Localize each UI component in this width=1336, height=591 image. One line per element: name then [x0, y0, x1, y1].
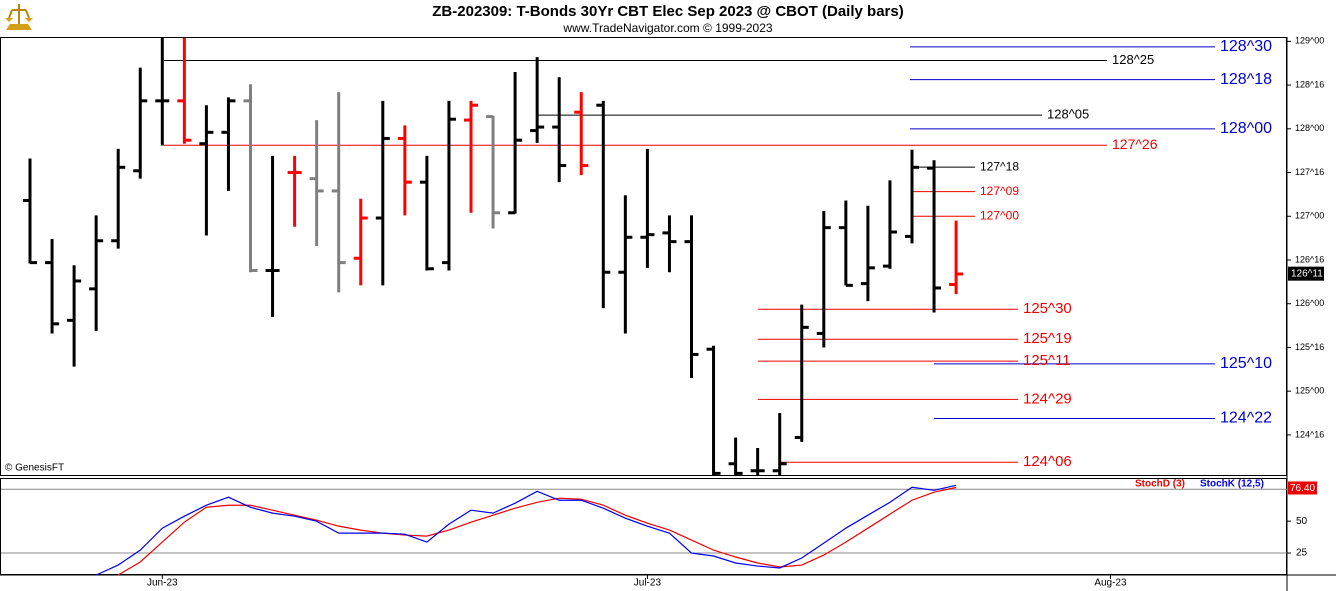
level-label: 127^00 — [980, 208, 1019, 222]
y-tick-label: 126^00 — [1295, 298, 1324, 308]
level-label: 125^19 — [1023, 330, 1072, 347]
y-tick-label: 128^16 — [1295, 79, 1324, 89]
level-label: 128^18 — [1220, 71, 1272, 88]
logo — [5, 4, 33, 30]
level-label: 125^10 — [1220, 355, 1272, 372]
last-price-label: 126^11 — [1291, 268, 1323, 279]
y-tick-label: 128^00 — [1295, 123, 1324, 133]
y-tick-label: 125^16 — [1295, 342, 1324, 352]
level-label: 128^05 — [1047, 107, 1089, 122]
level-label: 127^09 — [980, 184, 1019, 198]
y-tick-label: 126^16 — [1295, 254, 1324, 264]
level-label: 127^18 — [980, 159, 1019, 173]
y-tick-label: 124^16 — [1295, 429, 1324, 439]
y-tick-label: 125^00 — [1295, 386, 1324, 396]
level-label: 125^30 — [1023, 300, 1072, 317]
level-label: 127^26 — [1112, 136, 1158, 152]
y-tick-label: 25 — [1296, 548, 1308, 559]
level-label: 124^06 — [1023, 453, 1072, 470]
chart-title: ZB-202309: T-Bonds 30Yr CBT Elec Sep 202… — [432, 3, 903, 20]
x-tick-label: Jul-23 — [634, 578, 662, 589]
legend-entry: StochK (12,5) — [1200, 479, 1264, 490]
level-label: 128^30 — [1220, 38, 1272, 55]
y-tick-label: 127^00 — [1295, 211, 1324, 221]
legend-entry: StochD (3) — [1135, 479, 1185, 490]
level-label: 124^29 — [1023, 390, 1072, 407]
y-tick-label: 127^16 — [1295, 167, 1324, 177]
level-label: 128^00 — [1220, 120, 1272, 137]
y-tick-label: 129^00 — [1295, 36, 1324, 46]
x-tick-label: Aug-23 — [1094, 578, 1127, 589]
source-note: © GenesisFT — [5, 463, 64, 474]
x-tick-label: Jun-23 — [147, 578, 178, 589]
stoch-line — [117, 486, 957, 576]
last-value-box — [1288, 481, 1317, 495]
last-price-box — [1288, 266, 1324, 281]
stoch-line — [95, 484, 957, 576]
y-tick-label: 50 — [1296, 516, 1308, 527]
level-label: 125^11 — [1023, 352, 1071, 369]
level-label: 128^25 — [1112, 52, 1154, 67]
plot — [23, 37, 1215, 476]
last-value-label: 76.40 — [1290, 483, 1315, 494]
chart-subtitle: www.TradeNavigator.com © 1999-2023 — [562, 21, 772, 35]
level-label: 124^22 — [1220, 410, 1272, 427]
